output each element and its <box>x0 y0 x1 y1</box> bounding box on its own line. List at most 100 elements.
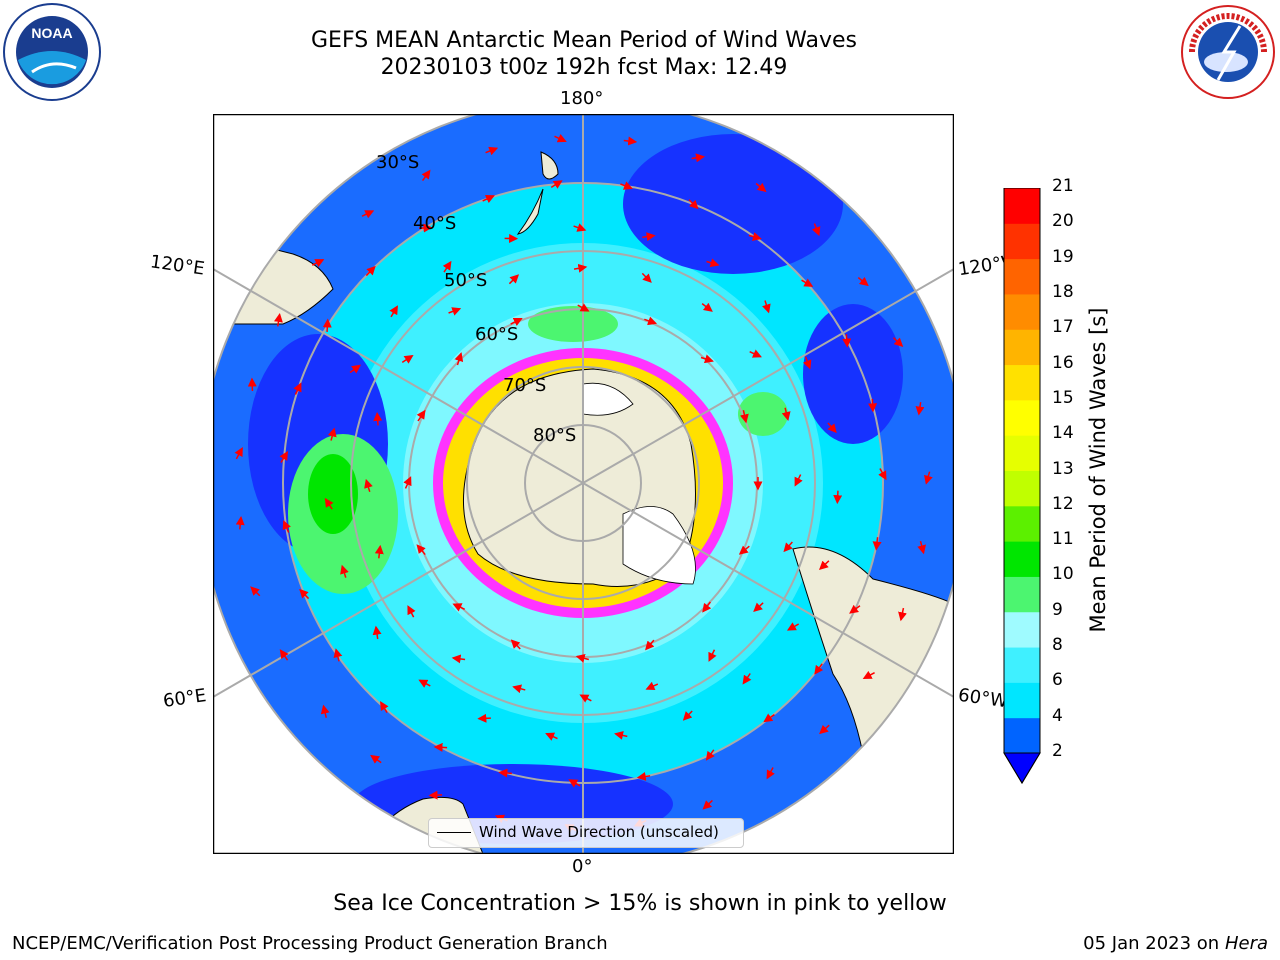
wind-wave-arrow <box>448 307 462 316</box>
wind-wave-arrow <box>702 601 712 613</box>
wind-wave-arrow <box>454 352 464 366</box>
ross-ice-shelf <box>582 382 634 416</box>
wind-wave-arrow <box>786 622 800 631</box>
colorbar-tick-label: 17 <box>1052 317 1074 338</box>
wind-wave-arrow <box>701 302 713 312</box>
wind-wave-arrow <box>373 411 383 426</box>
wind-wave-arrow <box>407 605 416 618</box>
colorbar-tick-label: 4 <box>1052 705 1063 726</box>
legend-line-icon <box>437 832 471 833</box>
map-border <box>213 114 954 854</box>
noaa-text: NOAA <box>31 25 72 41</box>
colorbar-tick-label: 8 <box>1052 635 1063 656</box>
colorbar-tick-label: 19 <box>1052 246 1074 267</box>
wind-wave-arrow <box>814 663 824 675</box>
wind-wave-arrow <box>234 447 243 460</box>
wind-wave-arrow <box>451 654 466 664</box>
colorbar-extend-triangle <box>1003 752 1041 784</box>
wind-wave-arrow <box>279 649 289 661</box>
wind-wave-arrow <box>421 169 431 182</box>
wind-wave-arrow <box>575 654 590 663</box>
colorbar-segment <box>1004 647 1040 683</box>
wind-wave-arrow <box>801 278 814 287</box>
wind-wave-arrow <box>579 694 592 703</box>
wind-wave-arrow <box>512 684 526 694</box>
wind-wave-arrows <box>234 134 933 833</box>
colorbar-segment <box>1004 329 1040 366</box>
wind-wave-arrow <box>614 731 628 740</box>
lat-label-40s: 40°S <box>413 213 457 234</box>
wind-wave-arrow <box>311 259 325 268</box>
wind-wave-arrow <box>645 639 655 651</box>
wind-wave-arrow <box>691 153 706 163</box>
wind-wave-arrow <box>742 673 752 685</box>
map-legend: Wind Wave Direction (unscaled) <box>428 818 744 848</box>
wind-wave-arrow <box>510 317 523 327</box>
wind-wave-arrow <box>364 478 373 493</box>
wind-wave-arrow <box>802 356 812 370</box>
colorbar-tick-label: 14 <box>1052 423 1074 444</box>
wind-wave-arrow <box>372 625 382 640</box>
wind-wave-arrow <box>327 427 337 441</box>
wind-wave-arrow <box>545 732 558 741</box>
footer-date-text: 05 Jan 2023 on <box>1083 933 1225 954</box>
deep-blue-region-pacific <box>623 134 843 274</box>
lon-label-top: 180° <box>560 88 604 109</box>
colorbar-segment <box>1004 505 1040 542</box>
wind-wave-arrow <box>235 515 245 530</box>
wind-wave-arrow <box>322 318 332 332</box>
colorbar-tick-label: 15 <box>1052 387 1074 408</box>
wind-wave-arrow <box>403 476 412 489</box>
colorbar-tick-label: 6 <box>1052 670 1063 691</box>
colorbar-segment <box>1004 258 1040 295</box>
wind-wave-arrow <box>419 223 433 233</box>
nws-logo <box>1180 4 1276 100</box>
wind-wave-arrow <box>748 232 762 241</box>
wind-wave-arrow <box>389 305 398 318</box>
wind-wave-arrow <box>279 450 288 463</box>
wind-wave-arrow <box>781 407 791 421</box>
wind-wave-arrow <box>636 772 651 781</box>
colorbar-tick-label: 2 <box>1052 741 1063 761</box>
wind-wave-arrow <box>485 146 499 156</box>
wind-wave-arrow <box>794 474 803 487</box>
wind-wave-arrow <box>568 779 581 788</box>
wind-wave-arrow <box>644 316 658 326</box>
colorbar-outline <box>1003 188 1041 784</box>
wind-wave-arrow <box>819 560 830 570</box>
colorbar-segment <box>1004 399 1040 436</box>
wind-wave-arrow <box>706 258 720 268</box>
wind-wave-arrow <box>349 364 361 374</box>
lat-label-80s: 80°S <box>533 425 577 446</box>
wind-wave-arrow <box>508 274 520 285</box>
wind-wave-arrow <box>428 790 443 800</box>
wind-wave-arrow <box>416 409 426 422</box>
colorbar-segment <box>1004 293 1040 330</box>
colorbar-tick-label: 16 <box>1052 352 1074 373</box>
wind-wave-arrow <box>442 260 452 273</box>
colorbar-tick-label: 12 <box>1052 493 1074 514</box>
lon-label-lower-left: 60°E <box>161 685 208 712</box>
wind-wave-arrow <box>498 768 512 778</box>
wind-wave-arrow <box>682 710 693 721</box>
colorbar-segment <box>1004 364 1040 401</box>
weddell-ice-shelf <box>622 506 696 585</box>
wind-wave-arrow <box>416 544 426 556</box>
green-region-east <box>738 392 788 436</box>
chart-title: GEFS MEAN Antarctic Mean Period of Wind … <box>311 28 857 53</box>
new-zealand-north <box>540 151 559 180</box>
lon-label-bottom: 0° <box>572 856 593 877</box>
lat-label-30s: 30°S <box>376 152 420 173</box>
lat-label-50s: 50°S <box>444 270 488 291</box>
wind-wave-arrow <box>620 181 633 190</box>
wind-wave-arrow <box>708 649 717 662</box>
colorbar-tick-label: 10 <box>1052 564 1074 585</box>
wind-wave-arrow <box>510 639 521 650</box>
colorbar-tick-label: 21 <box>1052 176 1074 196</box>
wind-wave-arrow <box>762 300 771 314</box>
wind-wave-arrow <box>872 537 882 551</box>
wind-wave-arrow <box>766 767 775 780</box>
wind-wave-arrow <box>623 136 638 146</box>
wind-wave-arrow <box>857 276 869 287</box>
colorbar-segment <box>1004 611 1040 648</box>
